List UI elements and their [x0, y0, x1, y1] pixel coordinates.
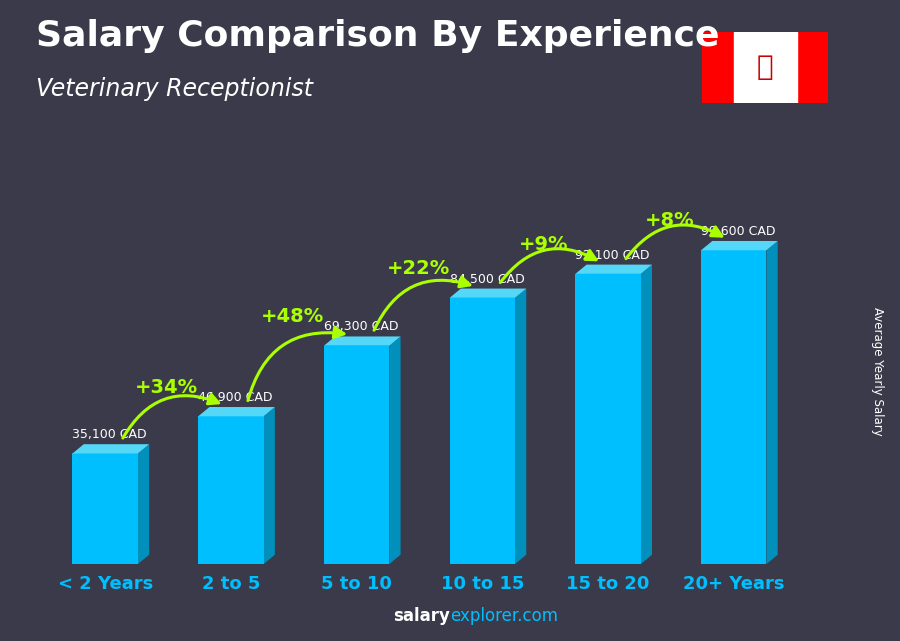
Polygon shape	[701, 241, 778, 250]
Text: Veterinary Receptionist: Veterinary Receptionist	[36, 77, 313, 101]
Text: +22%: +22%	[386, 259, 450, 278]
Polygon shape	[701, 250, 767, 564]
Polygon shape	[450, 288, 526, 298]
Text: Salary Comparison By Experience: Salary Comparison By Experience	[36, 19, 719, 53]
Bar	[796, 32, 828, 103]
Text: Average Yearly Salary: Average Yearly Salary	[871, 308, 884, 436]
Polygon shape	[198, 416, 264, 564]
Polygon shape	[264, 407, 274, 564]
Polygon shape	[575, 274, 641, 564]
Polygon shape	[575, 265, 652, 274]
Text: +8%: +8%	[644, 212, 694, 231]
Polygon shape	[767, 241, 778, 564]
Text: 🍁: 🍁	[757, 53, 773, 81]
Text: salary: salary	[393, 607, 450, 625]
Polygon shape	[390, 337, 400, 564]
Polygon shape	[73, 453, 138, 564]
Bar	[702, 32, 733, 103]
Text: 99,600 CAD: 99,600 CAD	[701, 225, 776, 238]
Polygon shape	[73, 444, 149, 453]
Polygon shape	[198, 407, 274, 416]
Polygon shape	[324, 345, 390, 564]
Polygon shape	[641, 265, 652, 564]
Text: 69,300 CAD: 69,300 CAD	[324, 320, 399, 333]
Text: +34%: +34%	[135, 378, 198, 397]
Text: 35,100 CAD: 35,100 CAD	[73, 428, 147, 441]
Polygon shape	[450, 298, 515, 564]
Text: +9%: +9%	[519, 235, 569, 254]
Bar	[734, 32, 796, 103]
Polygon shape	[324, 337, 400, 345]
Polygon shape	[515, 288, 526, 564]
Text: 92,100 CAD: 92,100 CAD	[575, 249, 650, 262]
Text: +48%: +48%	[261, 307, 324, 326]
Text: 46,900 CAD: 46,900 CAD	[198, 391, 273, 404]
Text: explorer.com: explorer.com	[450, 607, 558, 625]
Text: 84,500 CAD: 84,500 CAD	[450, 272, 525, 286]
Polygon shape	[138, 444, 149, 564]
